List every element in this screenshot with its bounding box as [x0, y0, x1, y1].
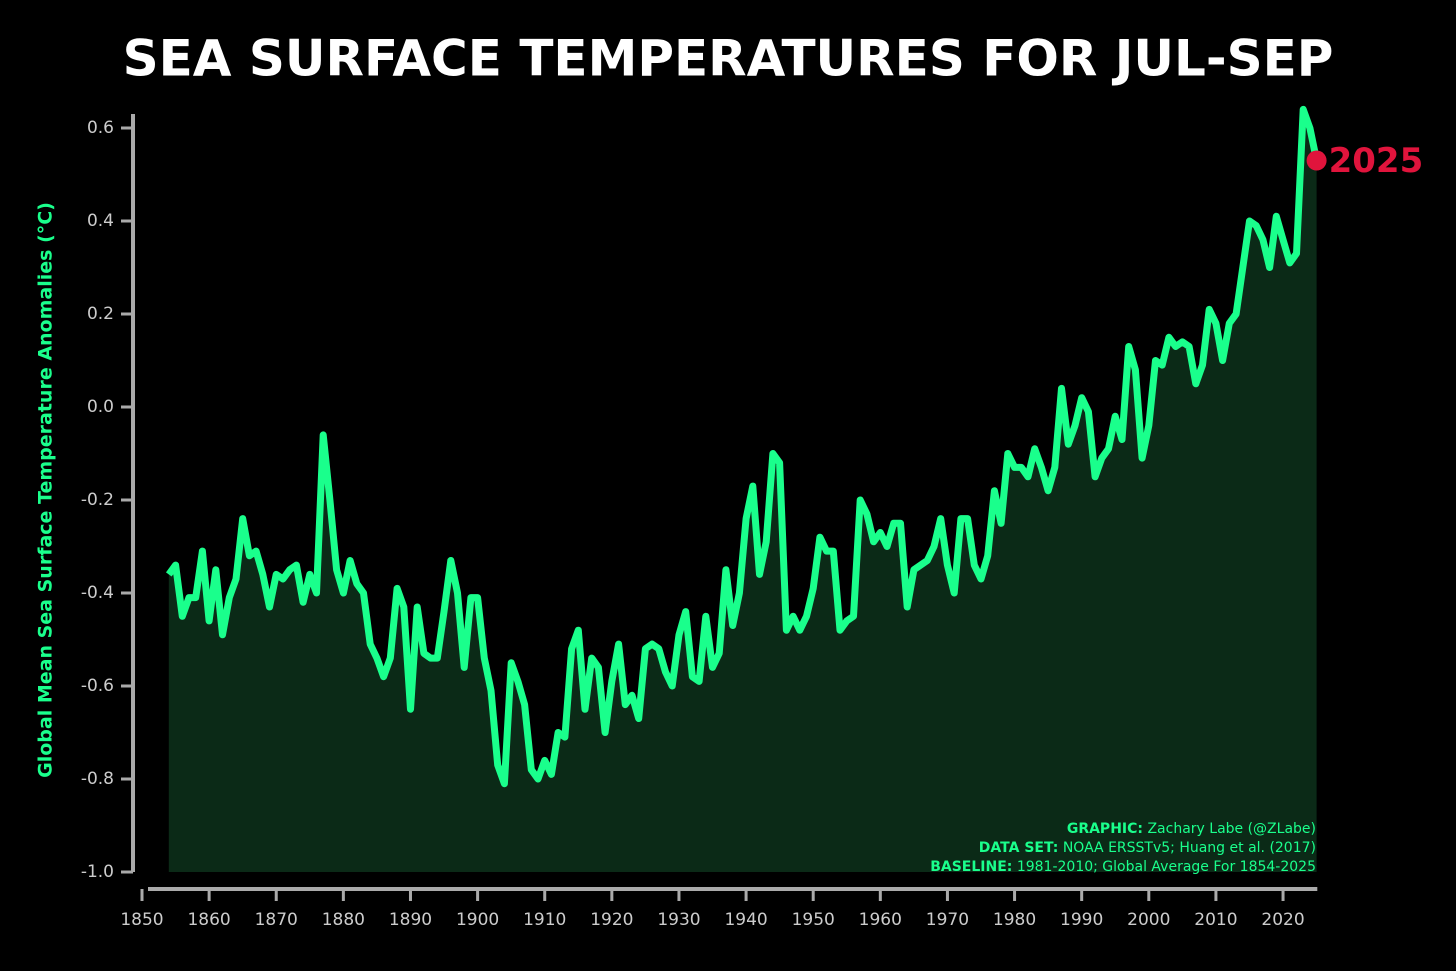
- x-tick-label: 2000: [1127, 910, 1170, 930]
- x-tick-label: 1970: [926, 910, 969, 930]
- x-tick-label: 1940: [724, 910, 767, 930]
- y-tick-label: -0.8: [81, 769, 114, 789]
- credit: GRAPHIC: Zachary Labe (@ZLabe): [1067, 821, 1316, 837]
- x-tick-label: 2020: [1261, 910, 1304, 930]
- x-tick-label: 1980: [993, 910, 1036, 930]
- x-tick-label: 1900: [456, 910, 499, 930]
- y-tick-label: 0.2: [87, 304, 114, 324]
- y-tick-label: -0.2: [81, 490, 114, 510]
- credit-label: BASELINE:: [930, 859, 1012, 875]
- y-tick-label: 0.4: [87, 211, 114, 231]
- x-tick-label: 1870: [255, 910, 298, 930]
- x-tick-label: 1990: [1060, 910, 1103, 930]
- y-axis-label: Global Mean Sea Surface Temperature Anom…: [35, 202, 57, 778]
- credit: BASELINE: 1981-2010; Global Average For …: [930, 859, 1316, 875]
- x-tick-label: 1860: [187, 910, 230, 930]
- y-tick-label: -1.0: [81, 862, 114, 882]
- x-tick-label: 1930: [657, 910, 700, 930]
- y-tick-label: -0.4: [81, 583, 114, 603]
- credit-label: DATA SET:: [979, 840, 1059, 856]
- credit-text: NOAA ERSSTv5; Huang et al. (2017): [1063, 840, 1316, 856]
- x-tick-label: 1910: [523, 910, 566, 930]
- x-tick-label: 1850: [120, 910, 163, 930]
- x-tick-label: 1960: [859, 910, 902, 930]
- chart-title: SEA SURFACE TEMPERATURES FOR JUL-SEP: [123, 30, 1334, 88]
- credit-label: GRAPHIC:: [1067, 821, 1143, 837]
- x-tick-label: 1920: [590, 910, 633, 930]
- highlight-label: 2025: [1329, 141, 1424, 181]
- highlight-point: [1306, 150, 1327, 171]
- credit-text: Zachary Labe (@ZLabe): [1147, 821, 1316, 837]
- x-tick-label: 1890: [389, 910, 432, 930]
- x-tick-label: 1880: [322, 910, 365, 930]
- area: [168, 109, 1317, 872]
- y-tick-label: 0.0: [87, 397, 114, 417]
- y-tick-label: -0.6: [81, 676, 114, 696]
- x-tick-label: 2010: [1194, 910, 1237, 930]
- line: [165, 105, 1321, 788]
- credit-text: 1981-2010; Global Average For 1854-2025: [1017, 859, 1316, 875]
- credit: DATA SET: NOAA ERSSTv5; Huang et al. (20…: [979, 840, 1316, 856]
- y-tick-label: 0.6: [87, 118, 114, 138]
- x-tick-label: 1950: [792, 910, 835, 930]
